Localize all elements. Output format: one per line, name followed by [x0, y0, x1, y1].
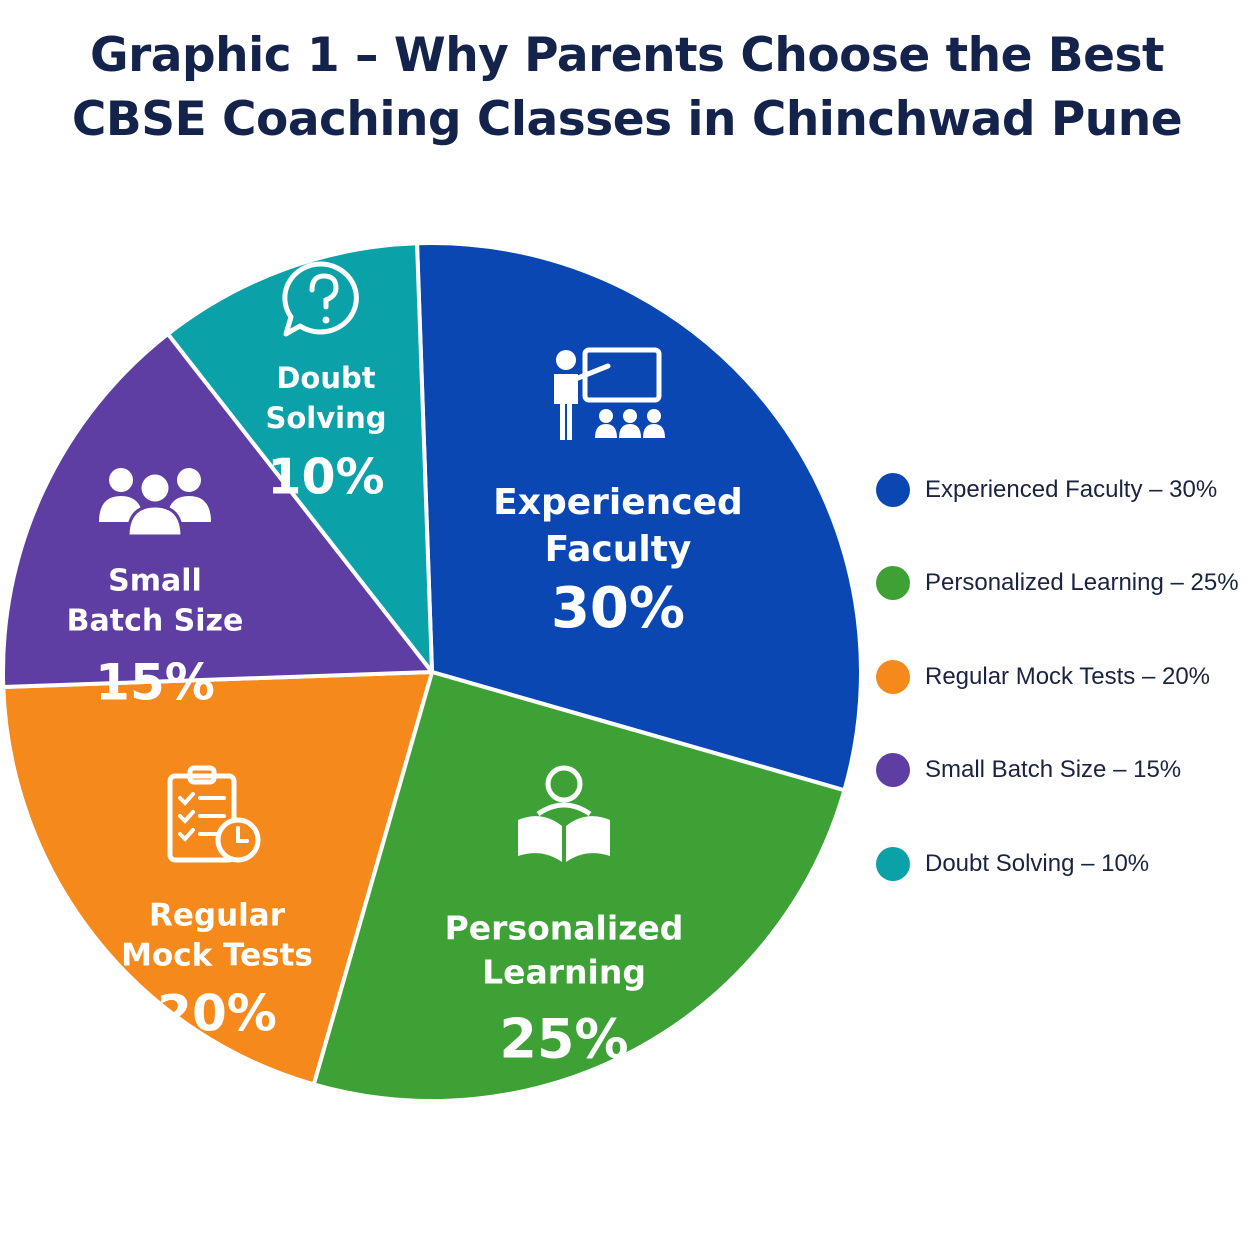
- legend: Experienced Faculty – 30% Personalized L…: [876, 473, 1239, 940]
- legend-label: Regular Mock Tests – 20%: [925, 662, 1211, 690]
- slice-label: Solving: [266, 401, 387, 435]
- slice-label: Batch Size: [67, 604, 244, 639]
- chart-title-line-2: CBSE Coaching Classes in Chinchwad Pune: [71, 92, 1183, 147]
- slice-value-label: 10%: [267, 449, 384, 506]
- reader-icon: [518, 765, 610, 862]
- chart-title-line-1: Graphic 1 – Why Parents Choose the Best: [90, 28, 1164, 83]
- pie-slice-small-batch-size: [1, 331, 434, 689]
- slice-label: Faculty: [545, 529, 692, 570]
- legend-swatch: [876, 659, 910, 694]
- legend-item: Personalized Learning – 25%: [876, 566, 1239, 659]
- legend-swatch: [876, 846, 910, 881]
- slice-icons: [99, 261, 665, 863]
- slice-label: Personalized: [445, 909, 684, 948]
- slice-value-label: 25%: [499, 1008, 628, 1071]
- slice-label: Regular: [149, 898, 286, 934]
- question-bubble-icon: [282, 261, 359, 337]
- pie-slice-experienced-faculty: [415, 241, 863, 793]
- legend-item: Small Batch Size – 15%: [876, 753, 1239, 846]
- chart-title: Graphic 1 – Why Parents Choose the Best …: [0, 24, 1254, 152]
- legend-item: Regular Mock Tests – 20%: [876, 659, 1239, 753]
- teacher-icon: [554, 347, 665, 440]
- legend-swatch: [876, 473, 910, 507]
- slice-value-label: 30%: [551, 576, 685, 641]
- legend-label: Personalized Learning – 25%: [925, 569, 1239, 597]
- checklist-clock-icon: [167, 765, 261, 863]
- slice-label: Experienced: [493, 482, 743, 523]
- slice-label: Doubt: [276, 361, 375, 395]
- legend-label: Doubt Solving – 10%: [925, 849, 1150, 877]
- legend-label: Experienced Faculty – 30%: [925, 476, 1218, 503]
- slice-value-label: 15%: [95, 654, 215, 712]
- slice-labels: Experienced Faculty 30% Personalized Learnin…: [67, 361, 743, 1071]
- legend-swatch: [876, 753, 910, 788]
- legend-item: Experienced Faculty – 30%: [876, 473, 1239, 566]
- slice-label: Learning: [482, 953, 646, 992]
- pie-slice-regular-mock-tests: [1, 670, 434, 1087]
- slice-value-label: 20%: [157, 985, 277, 1043]
- pie-slice-doubt-solving: [165, 241, 434, 674]
- slice-label: Mock Tests: [121, 938, 313, 974]
- pie-slices: [1, 241, 863, 1103]
- slice-label: Small: [108, 564, 202, 599]
- legend-item: Doubt Solving – 10%: [876, 846, 1239, 940]
- pie-slice-personalized-learning: [311, 670, 847, 1103]
- legend-label: Small Batch Size – 15%: [925, 756, 1182, 784]
- legend-swatch: [876, 566, 910, 601]
- group-icon: [99, 468, 211, 538]
